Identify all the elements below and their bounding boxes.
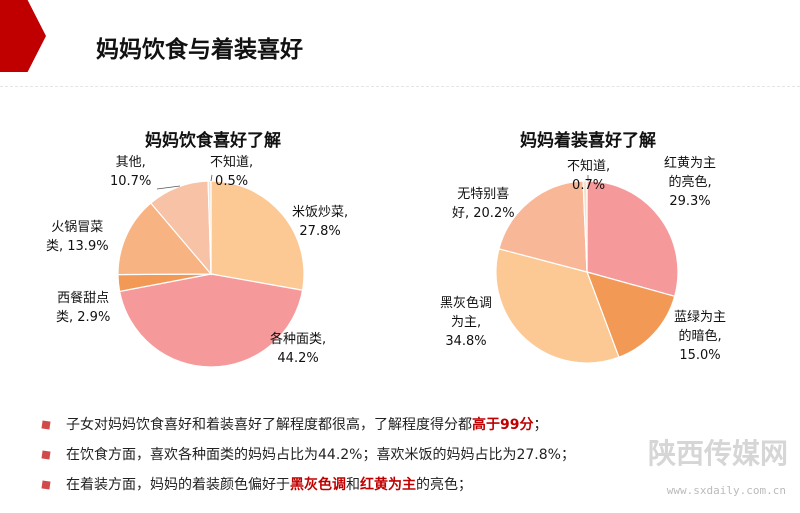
bullet-item: 子女对妈妈饮食喜好和着装喜好了解程度都很高，了解程度得分都高于99分； bbox=[41, 410, 782, 440]
bullet-text: 子女对妈妈饮食喜好和着装喜好了解程度都很高，了解程度得分都高于99分； bbox=[66, 417, 548, 433]
clothing-slice-3 bbox=[498, 180, 588, 273]
clothing-slice-0 bbox=[586, 180, 679, 298]
clothing-slice-4 bbox=[582, 180, 588, 273]
bullet-item: 在饮食方面，喜欢各种面类的妈妈占比为44.2%；喜欢米饭的妈妈占比为27.8%； bbox=[41, 440, 782, 470]
bullet-square-icon bbox=[41, 420, 51, 430]
food-label-unknown: 不知道, 0.5% bbox=[210, 155, 254, 189]
clothing-slice-1 bbox=[586, 271, 676, 358]
clothing-slice-2 bbox=[495, 248, 620, 364]
clothing-label-unknown: 不知道, 0.7% bbox=[567, 159, 611, 193]
food-label-other: 其他, 10.7% bbox=[110, 155, 152, 189]
watermark-logo: 陕西传媒网 bbox=[647, 437, 788, 470]
bullet-square-icon bbox=[41, 450, 51, 460]
clothing-label-bright: 红黄为主 的亮色, 29.3% bbox=[664, 156, 717, 209]
summary-bullets: 子女对妈妈饮食喜好和着装喜好了解程度都很高，了解程度得分都高于99分； 在饮食方… bbox=[41, 410, 782, 500]
food-leader-line-other bbox=[156, 185, 181, 190]
food-label-hotpot: 火锅冒菜 类, 13.9% bbox=[46, 220, 109, 254]
food-leader-line-unknown bbox=[210, 174, 213, 182]
title-divider bbox=[0, 86, 800, 87]
food-slice-5 bbox=[207, 180, 212, 275]
food-label-noodles: 各种面类, 44.2% bbox=[270, 332, 327, 366]
food-slice-1 bbox=[118, 273, 304, 368]
bullet-square-icon bbox=[41, 480, 51, 490]
clothing-label-black: 黑灰色调 为主, 34.8% bbox=[440, 296, 493, 349]
clothing-label-dark: 蓝绿为主 的暗色, 15.0% bbox=[674, 310, 727, 363]
bullet-item: 在着装方面，妈妈的着装颜色偏好于黑灰色调和红黄为主的亮色； bbox=[41, 470, 782, 500]
watermark-url: www.sxdaily.com.cn bbox=[666, 484, 786, 497]
food-chart-title: 妈妈饮食喜好了解 bbox=[145, 131, 281, 151]
food-label-western: 西餐甜点 类, 2.9% bbox=[56, 291, 111, 325]
food-slice-0 bbox=[210, 180, 305, 291]
food-slice-3 bbox=[117, 202, 213, 276]
page-title: 妈妈饮食与着装喜好 bbox=[96, 37, 303, 63]
bullet-text: 在着装方面，妈妈的着装颜色偏好于黑灰色调和红黄为主的亮色； bbox=[66, 477, 472, 493]
clothing-label-none: 无特别喜 好, 20.2% bbox=[452, 187, 515, 221]
food-label-rice: 米饭炒菜, 27.8% bbox=[292, 205, 349, 239]
bullet-text: 在饮食方面，喜欢各种面类的妈妈占比为44.2%；喜欢米饭的妈妈占比为27.8%； bbox=[66, 447, 575, 463]
clothing-chart-title: 妈妈着装喜好了解 bbox=[520, 131, 656, 151]
